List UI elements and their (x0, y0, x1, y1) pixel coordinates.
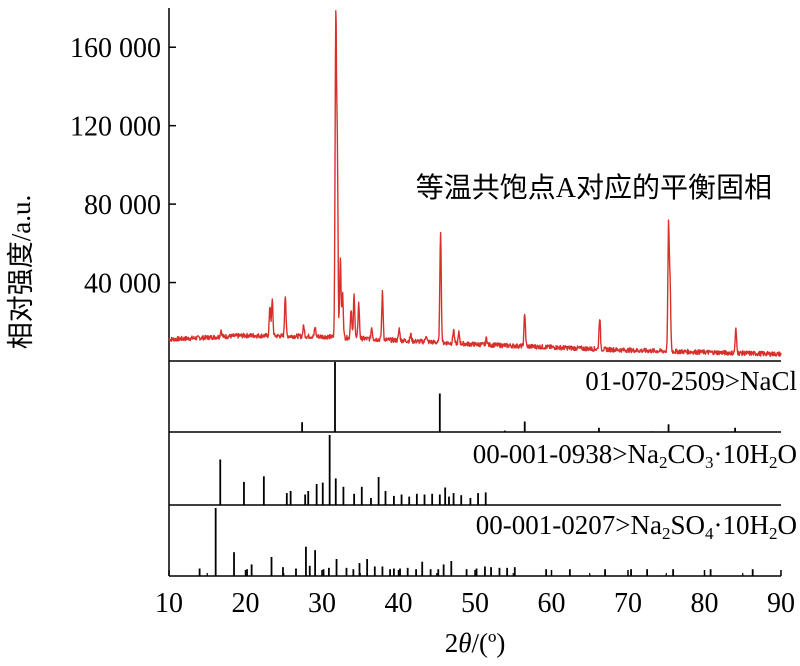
x-tick-label: 30 (308, 588, 336, 619)
reference-pattern-label: 00-001-0207>Na2​SO4​·10H2​O (476, 510, 797, 543)
x-tick-label: 80 (691, 588, 719, 619)
measured-pattern-line (168, 10, 782, 357)
x-tick-label: 90 (767, 588, 795, 619)
reference-patterns-layer (198, 362, 754, 576)
y-tick-label: 120 000 (70, 112, 161, 143)
reference-pattern-label: 00-001-0938>Na2​CO3​·10H2​O (473, 439, 797, 472)
x-tick-label: 20 (232, 588, 260, 619)
y-tick-label: 40 000 (84, 269, 161, 300)
measured-pattern-layer (168, 10, 782, 357)
x-tick-label: 10 (155, 588, 183, 619)
reference-pattern (198, 508, 754, 576)
reference-pattern-label: 01-070-2509>NaCl (585, 366, 797, 396)
x-axis: 10 20 30 40 50 60 70 80 90 2θ/(º) (155, 570, 795, 658)
reference-pattern (301, 362, 736, 432)
labels-layer: 等温共饱点A对应的平衡固相 01-070-2509>NaCl 00-001-0938… (416, 172, 797, 543)
y-tick-label: 160 000 (70, 33, 161, 64)
x-tick-label: 50 (461, 588, 489, 619)
x-axis-label: 2θ/(º) (445, 628, 506, 658)
series-label: 等温共饱点A对应的平衡固相 (416, 172, 772, 204)
x-tick-label: 60 (538, 588, 566, 619)
y-tick-label: 80 000 (84, 190, 161, 221)
x-tick-label: 70 (614, 588, 642, 619)
plot-frame (168, 8, 781, 577)
y-axis-label: 相对强度/a.u. (6, 195, 36, 350)
x-tick-label: 40 (385, 588, 413, 619)
y-axis: 40 000 80 000 120 000 160 000 相对强度/a.u. (6, 33, 176, 349)
reference-pattern (219, 435, 487, 505)
